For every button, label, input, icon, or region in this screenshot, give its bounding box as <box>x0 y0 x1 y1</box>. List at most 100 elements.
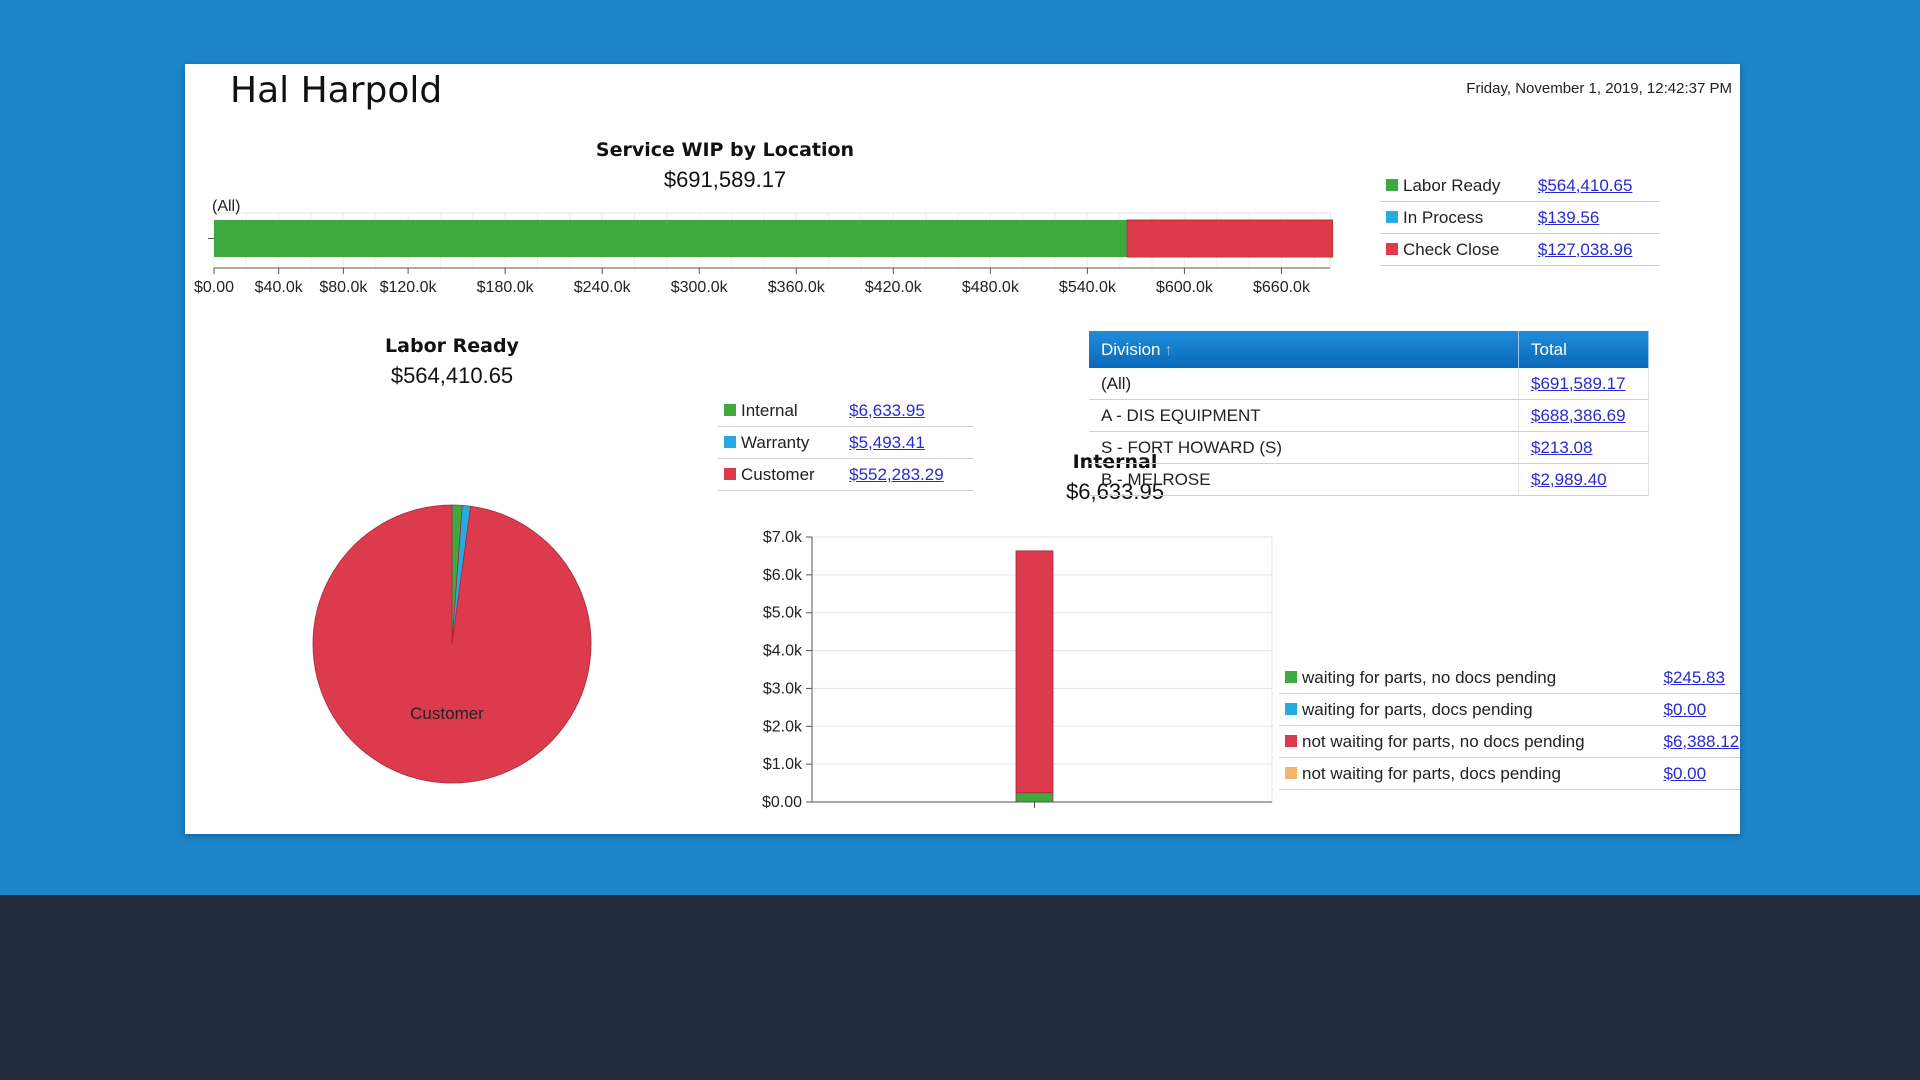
x-tick-label: $180.0k <box>477 279 535 296</box>
legend-label: not waiting for parts, docs pending <box>1302 763 1561 783</box>
labor-ready-pie-chart: Customer <box>312 504 592 784</box>
legend-item-waiting-no-docs: waiting for parts, no docs pending $245.… <box>1279 662 1740 694</box>
x-tick-label: $240.0k <box>574 279 632 296</box>
labor-ready-value-link[interactable]: $564,410.65 <box>1537 175 1633 195</box>
check-close-value-link[interactable]: $127,038.96 <box>1537 239 1633 259</box>
division-table-header: Division ↑ Total <box>1089 331 1649 368</box>
not-waiting-no-docs-swatch <box>1285 734 1297 747</box>
x-tick-label: $120.0k <box>380 279 438 296</box>
footer-band <box>0 895 1920 1080</box>
x-tick-label: $660.0k <box>1253 279 1311 296</box>
legend-label: In Process <box>1403 207 1484 227</box>
x-tick-label: $420.0k <box>865 279 923 296</box>
wip-stacked-bar-chart: (All) $0.00 $40.0k $80.0k $120.0k $180.0k $240… <box>194 199 1334 296</box>
x-tick-label: $40.0k <box>255 279 304 296</box>
x-tick-label: $300.0k <box>671 279 729 296</box>
y-tick-label: $2.0k <box>763 718 803 735</box>
labor-ready-legend: Internal $6,633.95 Warranty $5,493.41 Cu… <box>718 395 973 491</box>
labor-ready-swatch <box>1386 178 1398 191</box>
y-tick-label: $0.00 <box>762 794 802 811</box>
legend-label: waiting for parts, docs pending <box>1302 699 1533 719</box>
y-tick-label: $1.0k <box>763 756 803 773</box>
x-tick-label: $0.00 <box>194 279 234 296</box>
y-tick-label: $7.0k <box>763 529 803 546</box>
not-waiting-docs-swatch <box>1285 766 1297 779</box>
legend-item-check-close: Check Close $127,038.96 <box>1380 233 1660 266</box>
x-tick-label: $360.0k <box>768 279 826 296</box>
not-waiting-docs-value-link[interactable]: $0.00 <box>1663 763 1707 783</box>
user-name: Hal Harpold <box>230 70 443 111</box>
y-tick-label: $4.0k <box>763 643 803 660</box>
internal-legend: waiting for parts, no docs pending $245.… <box>1279 662 1740 790</box>
internal-value-link[interactable]: $6,633.95 <box>849 400 925 420</box>
customer-value-link[interactable]: $552,283.29 <box>849 464 944 484</box>
bar-segment <box>214 220 1127 257</box>
table-row[interactable]: B - MELROSE $2,989.40 <box>1089 463 1649 496</box>
division-header-label: Division <box>1101 339 1161 359</box>
division-column-header[interactable]: Division ↑ <box>1089 331 1519 368</box>
wip-chart-total: $691,589.17 <box>663 167 787 192</box>
labor-ready-chart-total: $564,410.65 <box>390 363 514 388</box>
timestamp: Friday, November 1, 2019, 12:42:37 PM <box>1466 80 1732 97</box>
legend-item-not-waiting-docs: not waiting for parts, docs pending $0.0… <box>1279 757 1740 790</box>
column-segment <box>1015 792 1054 803</box>
total-value-link[interactable]: $688,386.69 <box>1531 405 1626 425</box>
column-segment <box>1015 550 1054 794</box>
legend-item-waiting-docs: waiting for parts, docs pending $0.00 <box>1279 693 1740 726</box>
wip-chart-title: Service WIP by Location <box>595 139 855 161</box>
dashboard-panel: Hal Harpold Friday, November 1, 2019, 12… <box>185 64 1740 834</box>
total-value-link[interactable]: $2,989.40 <box>1531 469 1607 489</box>
waiting-docs-value-link[interactable]: $0.00 <box>1663 699 1707 719</box>
x-tick-label: $80.0k <box>319 279 368 296</box>
warranty-value-link[interactable]: $5,493.41 <box>849 432 925 452</box>
y-tick-label: $6.0k <box>763 567 803 584</box>
sort-ascending-icon[interactable]: ↑ <box>1164 341 1173 359</box>
legend-label: not waiting for parts, no docs pending <box>1302 731 1585 751</box>
waiting-docs-swatch <box>1285 702 1297 715</box>
division-table: Division ↑ Total (All) $691,589.17 A - DI… <box>1089 331 1649 496</box>
legend-item-in-process: In Process $139.56 <box>1380 201 1660 234</box>
legend-label: Labor Ready <box>1403 175 1501 195</box>
internal-stacked-column-chart: $0.00 $1.0k $2.0k $3.0k $4.0k $5.0k $6.0k $7.0k <box>762 529 1273 811</box>
legend-item-customer: Customer $552,283.29 <box>718 458 973 491</box>
legend-item-not-waiting-no-docs: not waiting for parts, no docs pending $… <box>1279 725 1740 758</box>
legend-item-labor-ready: Labor Ready $564,410.65 <box>1380 170 1660 202</box>
bar-segment <box>1126 219 1334 258</box>
labor-ready-chart-title: Labor Ready <box>385 335 519 357</box>
legend-label: Check Close <box>1403 239 1500 259</box>
category-label: (All) <box>212 199 240 215</box>
customer-swatch <box>724 467 736 480</box>
division-cell: A - DIS EQUIPMENT <box>1089 399 1519 432</box>
waiting-no-docs-swatch <box>1285 670 1297 683</box>
slice-label: Customer <box>410 704 484 723</box>
y-tick-label: $5.0k <box>763 605 803 622</box>
in-process-value-link[interactable]: $139.56 <box>1537 207 1600 227</box>
table-row[interactable]: S - FORT HOWARD (S) $213.08 <box>1089 431 1649 464</box>
x-tick-label: $540.0k <box>1059 279 1117 296</box>
x-tick-label: $600.0k <box>1156 279 1214 296</box>
legend-item-warranty: Warranty $5,493.41 <box>718 426 973 459</box>
x-tick-label: $480.0k <box>962 279 1020 296</box>
table-row[interactable]: A - DIS EQUIPMENT $688,386.69 <box>1089 399 1649 432</box>
not-waiting-no-docs-value-link[interactable]: $6,388.12 <box>1663 731 1740 751</box>
division-cell: B - MELROSE <box>1089 463 1519 496</box>
in-process-swatch <box>1386 210 1398 223</box>
warranty-swatch <box>724 435 736 448</box>
pie-slice <box>312 504 592 784</box>
division-cell: (All) <box>1089 368 1519 400</box>
legend-label: Warranty <box>741 432 810 452</box>
legend-item-internal: Internal $6,633.95 <box>718 395 973 427</box>
total-value-link[interactable]: $213.08 <box>1531 437 1593 457</box>
division-cell: S - FORT HOWARD (S) <box>1089 431 1519 464</box>
internal-swatch <box>724 403 736 416</box>
table-row[interactable]: (All) $691,589.17 <box>1089 368 1649 400</box>
total-column-header[interactable]: Total <box>1518 331 1649 368</box>
y-tick-label: $3.0k <box>763 680 803 697</box>
check-close-swatch <box>1386 242 1398 255</box>
waiting-no-docs-value-link[interactable]: $245.83 <box>1663 667 1725 687</box>
legend-label: waiting for parts, no docs pending <box>1302 667 1557 687</box>
legend-label: Internal <box>741 400 798 420</box>
legend-label: Customer <box>741 464 815 484</box>
total-value-link[interactable]: $691,589.17 <box>1531 373 1626 393</box>
wip-legend: Labor Ready $564,410.65 In Process $139.… <box>1380 170 1660 266</box>
